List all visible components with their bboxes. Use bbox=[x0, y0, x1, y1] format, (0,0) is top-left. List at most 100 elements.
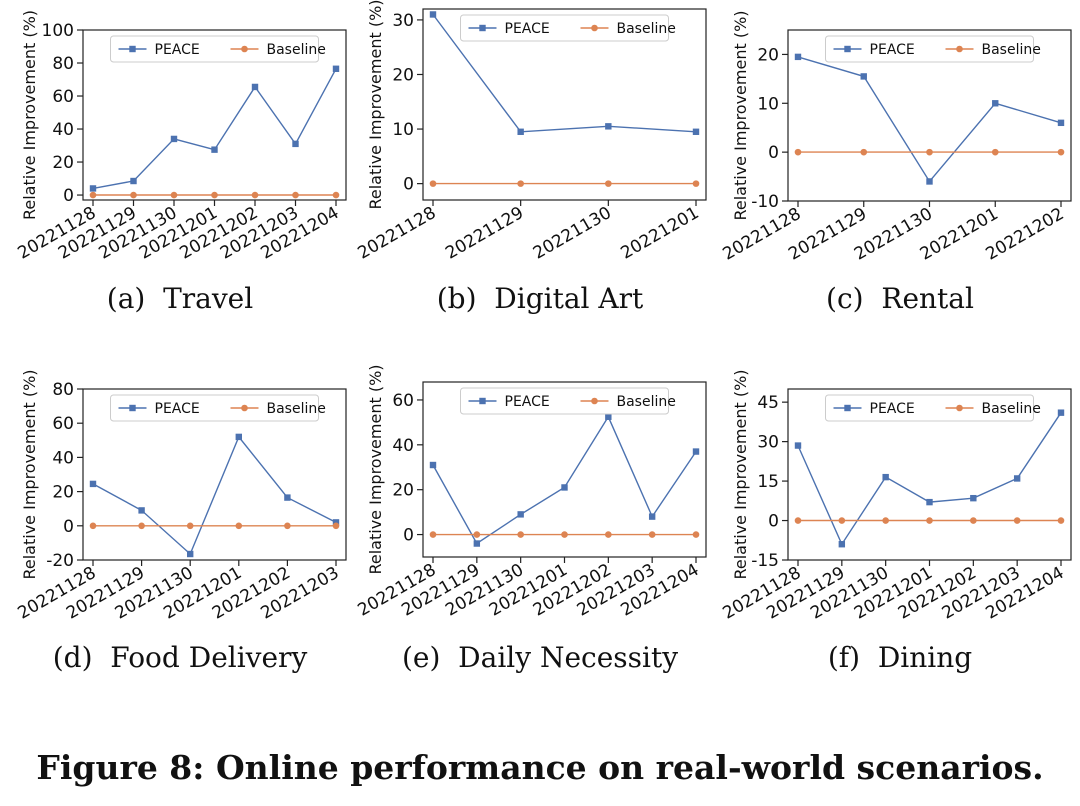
y-tick-label: 80 bbox=[52, 54, 74, 74]
legend-label: PEACE bbox=[155, 401, 200, 417]
line-chart: 0204060202211282022112920221130202212012… bbox=[355, 364, 707, 621]
peace-point bbox=[187, 550, 194, 558]
plot-frame bbox=[422, 8, 707, 201]
series-line-peace bbox=[92, 435, 337, 556]
baseline-point bbox=[284, 522, 291, 530]
peace-point bbox=[692, 448, 700, 455]
series-line-peace bbox=[432, 14, 697, 133]
legend-label: Baseline bbox=[617, 21, 676, 37]
y-tick-label: 20 bbox=[52, 483, 74, 503]
legend-marker bbox=[591, 24, 598, 32]
baseline-point bbox=[991, 148, 999, 156]
y-tick-label: 20 bbox=[392, 65, 414, 85]
peace-point bbox=[89, 480, 97, 488]
legend-label: PEACE bbox=[505, 21, 550, 37]
baseline-point bbox=[794, 148, 802, 156]
series-line-peace bbox=[797, 56, 1062, 183]
y-tick-label: 40 bbox=[392, 436, 414, 456]
peace-point bbox=[882, 473, 889, 481]
legend-box bbox=[110, 394, 319, 422]
baseline-point bbox=[89, 522, 97, 530]
baseline-point bbox=[517, 531, 524, 538]
y-tick-label: 60 bbox=[392, 391, 414, 411]
baseline-point bbox=[429, 531, 437, 538]
baseline-point bbox=[692, 531, 700, 538]
y-tick-label: -10 bbox=[751, 192, 779, 212]
subfigure-caption: (b) Digital Art bbox=[436, 282, 644, 315]
peace-point bbox=[605, 413, 612, 420]
y-tick-label: 40 bbox=[52, 448, 74, 468]
y-tick-label: 30 bbox=[392, 11, 414, 31]
series-line-peace bbox=[797, 412, 1062, 546]
y-tick-label: 60 bbox=[52, 414, 74, 434]
legend-marker bbox=[129, 404, 136, 412]
peace-point bbox=[605, 123, 612, 130]
chart-panel: -10 0 10 20 20221128 20221129 20221130 20221201… bbox=[720, 0, 1080, 330]
y-tick-label: -15 bbox=[751, 551, 779, 571]
peace-point bbox=[517, 511, 524, 518]
y-tick-label: 80 bbox=[52, 380, 74, 400]
baseline-point bbox=[860, 148, 868, 156]
y-tick-label: 60 bbox=[52, 87, 74, 107]
legend-box bbox=[460, 387, 669, 415]
y-tick-label: 100 bbox=[42, 21, 74, 41]
y-tick-label: 30 bbox=[757, 433, 779, 453]
x-tick-label: 20221129 bbox=[442, 203, 527, 264]
legend-label: PEACE bbox=[870, 42, 915, 58]
y-axis-label: Relative Improvement (%) bbox=[20, 10, 39, 220]
subfigure-caption: (e) Daily Necessity bbox=[401, 641, 679, 674]
legend-marker bbox=[241, 45, 248, 53]
peace-point bbox=[794, 442, 802, 449]
legend-label: Baseline bbox=[982, 42, 1041, 58]
chart-panel: 0 10 20 30 20221128 20221129 20221130 20221201 R… bbox=[355, 0, 720, 330]
baseline-point bbox=[251, 191, 259, 199]
baseline-point bbox=[648, 531, 656, 538]
y-tick-label: 0 bbox=[768, 143, 779, 163]
plot-frame bbox=[787, 29, 1072, 202]
subfigure-caption: (f) Dining bbox=[827, 641, 973, 674]
peace-point bbox=[473, 540, 481, 547]
legend-box bbox=[460, 14, 669, 42]
y-tick-label: 45 bbox=[757, 393, 779, 413]
plot-frame bbox=[422, 381, 707, 558]
series-line-peace bbox=[432, 415, 697, 545]
y-tick-label: 40 bbox=[52, 120, 74, 140]
plot-frame bbox=[787, 388, 1072, 561]
legend-marker bbox=[956, 404, 963, 412]
peace-point bbox=[138, 507, 145, 514]
y-axis-label: Relative Improvement (%) bbox=[366, 364, 385, 574]
legend-marker bbox=[241, 404, 248, 412]
peace-point bbox=[517, 128, 524, 135]
chart-panel: -15 0 15 30 45 20221128 20221129 20221130 202212… bbox=[720, 364, 1080, 694]
baseline-point bbox=[605, 531, 612, 538]
legend-box bbox=[110, 35, 319, 63]
y-tick-label: 20 bbox=[52, 153, 74, 173]
baseline-point bbox=[130, 191, 137, 199]
line-chart: 0204060801002022112820221129202211302022… bbox=[15, 10, 347, 264]
y-axis-label: Relative Improvement (%) bbox=[20, 369, 39, 579]
baseline-point bbox=[926, 517, 933, 524]
y-tick-label: 0 bbox=[403, 526, 414, 546]
peace-point bbox=[284, 494, 291, 501]
baseline-point bbox=[89, 191, 97, 199]
baseline-point bbox=[186, 522, 194, 530]
legend: PEACE Baseline bbox=[825, 35, 1041, 63]
legend-label: Baseline bbox=[617, 394, 676, 410]
y-tick-label: -20 bbox=[46, 551, 74, 571]
y-tick-label: 10 bbox=[392, 120, 414, 140]
peace-point bbox=[332, 519, 340, 526]
line-chart: -150153045202211282022112920221130202212… bbox=[720, 369, 1072, 624]
x-tick-label: 20221128 bbox=[355, 203, 440, 264]
peace-point bbox=[1013, 475, 1021, 482]
baseline-point bbox=[794, 517, 802, 524]
legend: PEACE Baseline bbox=[110, 35, 326, 63]
baseline-point bbox=[1013, 517, 1021, 524]
legend: PEACE Baseline bbox=[110, 394, 326, 422]
peace-point bbox=[794, 53, 802, 61]
peace-point bbox=[332, 65, 340, 72]
line-chart: -200204060802022112820221129202211302022… bbox=[15, 369, 347, 624]
subfigure-caption: (a) Travel bbox=[106, 282, 254, 315]
y-tick-label: 20 bbox=[757, 45, 779, 65]
peace-point bbox=[130, 177, 137, 185]
baseline-point bbox=[970, 517, 977, 524]
